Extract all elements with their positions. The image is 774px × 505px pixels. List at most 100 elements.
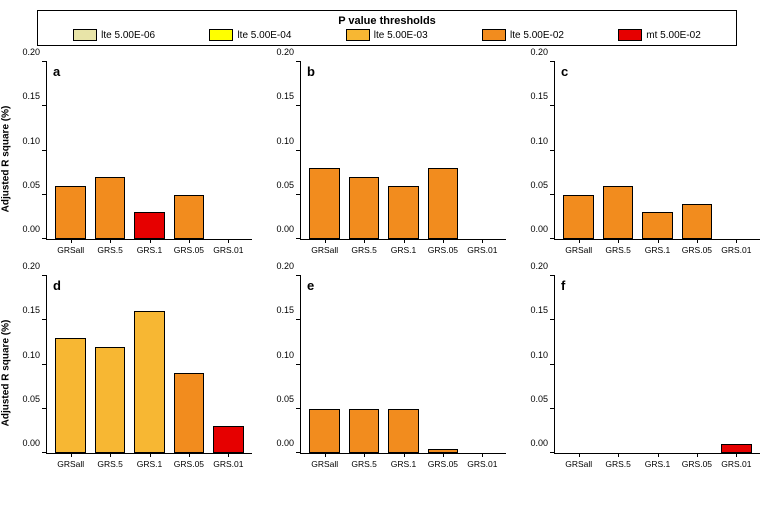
x-tick	[697, 239, 698, 243]
bar-slot: GRS.01	[463, 276, 502, 453]
x-tick-label: GRS.5	[97, 245, 123, 255]
bar	[388, 409, 419, 453]
bar	[134, 311, 165, 453]
y-tick-label: 0.05	[530, 180, 548, 190]
y-tick-label: 0.15	[22, 91, 40, 101]
x-tick-label: GRS.01	[467, 459, 497, 469]
x-tick	[736, 239, 737, 243]
y-tick-label: 0.20	[22, 261, 40, 271]
bar-slot: GRS.1	[130, 62, 169, 239]
plot-area: f0.000.050.100.150.20GRSallGRS.5GRS.1GRS…	[554, 276, 760, 454]
bars-container: GRSallGRS.5GRS.1GRS.05GRS.01	[301, 62, 506, 239]
y-tick-label: 0.10	[276, 136, 294, 146]
x-tick-label: GRSall	[57, 459, 84, 469]
x-tick	[482, 239, 483, 243]
x-tick	[71, 453, 72, 457]
bar-slot: GRS.5	[344, 276, 383, 453]
x-tick	[189, 239, 190, 243]
bar	[95, 347, 126, 453]
bars-container: GRSallGRS.5GRS.1GRS.05GRS.01	[555, 276, 760, 453]
legend-item: lte 5.00E-03	[346, 29, 428, 41]
bar-slot: GRSall	[559, 62, 598, 239]
x-tick-label: GRS.01	[467, 245, 497, 255]
x-tick-label: GRS.05	[682, 459, 712, 469]
bar-slot: GRS.05	[423, 276, 462, 453]
x-tick-label: GRS.1	[137, 459, 163, 469]
x-tick	[658, 453, 659, 457]
bar-slot: GRSall	[51, 276, 90, 453]
legend-label: lte 5.00E-04	[237, 30, 291, 41]
legend-label: lte 5.00E-02	[510, 30, 564, 41]
x-tick	[150, 239, 151, 243]
legend-swatch	[618, 29, 642, 41]
plot-area: c0.000.050.100.150.20GRSallGRS.5GRS.1GRS…	[554, 62, 760, 240]
x-tick-label: GRS.5	[605, 459, 631, 469]
x-tick	[658, 239, 659, 243]
x-tick	[579, 453, 580, 457]
x-tick-label: GRSall	[57, 245, 84, 255]
bar	[174, 195, 205, 239]
x-tick-label: GRS.1	[391, 245, 417, 255]
x-tick	[482, 453, 483, 457]
y-tick-label: 0.10	[22, 350, 40, 360]
bar-slot: GRSall	[305, 62, 344, 239]
y-tick-label: 0.10	[530, 136, 548, 146]
bar-slot: GRS.1	[638, 62, 677, 239]
x-tick-label: GRSall	[311, 245, 338, 255]
chart-panel: b0.000.050.100.150.20GRSallGRS.5GRS.1GRS…	[264, 54, 510, 264]
legend-swatch	[346, 29, 370, 41]
bar-slot: GRS.05	[169, 276, 208, 453]
x-tick-label: GRS.05	[428, 459, 458, 469]
y-tick-label: 0.00	[530, 224, 548, 234]
y-tick-label: 0.15	[276, 91, 294, 101]
x-tick	[228, 453, 229, 457]
bar-slot: GRS.01	[463, 62, 502, 239]
bar-slot: GRS.5	[598, 62, 637, 239]
x-tick-label: GRS.1	[645, 245, 671, 255]
x-tick	[325, 453, 326, 457]
x-tick-label: GRS.05	[174, 459, 204, 469]
x-tick-label: GRS.01	[721, 245, 751, 255]
legend-item: lte 5.00E-02	[482, 29, 564, 41]
chart-panel: Adjusted R square (%)d0.000.050.100.150.…	[10, 268, 256, 478]
x-tick-label: GRS.1	[391, 459, 417, 469]
plot-area: b0.000.050.100.150.20GRSallGRS.5GRS.1GRS…	[300, 62, 506, 240]
bar	[388, 186, 419, 239]
x-tick	[618, 239, 619, 243]
x-tick-label: GRS.5	[97, 459, 123, 469]
x-tick-label: GRS.01	[213, 245, 243, 255]
x-tick	[443, 453, 444, 457]
y-tick-label: 0.15	[22, 305, 40, 315]
bar	[603, 186, 634, 239]
y-tick-label: 0.00	[530, 438, 548, 448]
bar	[721, 444, 752, 453]
x-tick	[189, 453, 190, 457]
chart-panel: Adjusted R square (%)a0.000.050.100.150.…	[10, 54, 256, 264]
y-tick-label: 0.05	[276, 394, 294, 404]
bar-slot: GRS.1	[130, 276, 169, 453]
bar-slot: GRS.1	[384, 62, 423, 239]
legend-swatch	[209, 29, 233, 41]
bar	[309, 409, 340, 453]
bars-container: GRSallGRS.5GRS.1GRS.05GRS.01	[301, 276, 506, 453]
bar-slot: GRS.01	[717, 276, 756, 453]
bar	[309, 168, 340, 239]
legend-swatch	[482, 29, 506, 41]
x-tick	[618, 453, 619, 457]
bar-slot: GRS.05	[423, 62, 462, 239]
y-tick-label: 0.20	[22, 47, 40, 57]
bar-slot: GRSall	[559, 276, 598, 453]
x-tick	[325, 239, 326, 243]
y-tick-label: 0.10	[22, 136, 40, 146]
x-tick-label: GRS.1	[645, 459, 671, 469]
y-tick-label: 0.05	[22, 180, 40, 190]
x-tick	[404, 239, 405, 243]
x-tick	[71, 239, 72, 243]
bar-slot: GRS.5	[598, 276, 637, 453]
y-tick-label: 0.05	[22, 394, 40, 404]
legend-item: mt 5.00E-02	[618, 29, 700, 41]
bar	[563, 195, 594, 239]
x-tick	[110, 239, 111, 243]
legend-item: lte 5.00E-06	[73, 29, 155, 41]
bar-slot: GRS.01	[209, 276, 248, 453]
